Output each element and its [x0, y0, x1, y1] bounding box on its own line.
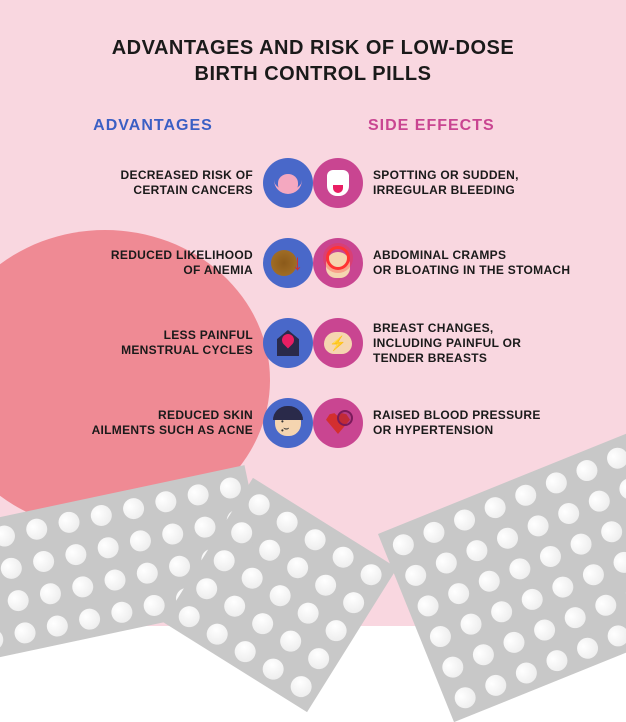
side-effects-item-text: SPOTTING OR SUDDEN,IRREGULAR BLEEDING [373, 168, 519, 198]
pill-cell [457, 531, 496, 570]
advantages-item: REDUCED SKINAILMENTS SUCH AS ACNE [33, 393, 313, 453]
pill-cell [445, 678, 484, 717]
pill-cell [524, 610, 563, 649]
columns-wrapper: ADVANTAGES DECREASED RISK OFCERTAIN CANC… [0, 117, 626, 473]
title-line-1: ADVANTAGES AND RISK OF LOW-DOSE [112, 37, 515, 59]
pill-cell [18, 511, 54, 547]
pill-cell [51, 504, 87, 540]
pill-cell [481, 592, 520, 631]
pill-cell [555, 598, 594, 637]
pill-cell [115, 490, 151, 526]
pill-cell [414, 513, 453, 552]
title-line-2: BIRTH CONTROL PILLS [195, 63, 432, 85]
pill-cell [506, 653, 545, 692]
side-effects-item: RAISED BLOOD PRESSUREOR HYPERTENSION [313, 393, 593, 453]
side-effects-item-text: BREAST CHANGES,INCLUDING PAINFUL ORTENDE… [373, 321, 521, 366]
pill-cell [129, 555, 165, 591]
pill-cell [476, 666, 515, 705]
side-effects-heading: SIDE EFFECTS [313, 117, 593, 135]
side-effects-column: SIDE EFFECTS SPOTTING OR SUDDEN,IRREGULA… [313, 117, 593, 473]
side-effects-item: BREAST CHANGES,INCLUDING PAINFUL ORTENDE… [313, 313, 593, 373]
pill-cell [518, 506, 557, 545]
breast-icon [313, 318, 363, 368]
advantages-item-text: REDUCED LIKELIHOODOF ANEMIA [111, 248, 253, 278]
uterus-icon [263, 158, 313, 208]
advantages-item: LESS PAINFULMENSTRUAL CYCLES [33, 313, 313, 373]
pill-cell [500, 549, 539, 588]
pill-cell [591, 512, 626, 551]
pill-cell [0, 582, 35, 618]
pill-cell [57, 536, 93, 572]
advantages-item-text: LESS PAINFULMENSTRUAL CYCLES [121, 328, 253, 358]
pill-cell [530, 537, 569, 576]
cramps-icon [313, 238, 363, 288]
pill-cell [579, 481, 618, 520]
anemia-icon [263, 238, 313, 288]
pill-cell [451, 604, 490, 643]
pill-cell [573, 555, 612, 594]
pill-cell [567, 628, 606, 667]
pill-cell [0, 622, 10, 658]
pill-cell [494, 623, 533, 662]
pill-cell [444, 500, 483, 539]
pill-cell [439, 574, 478, 613]
pill-cell [0, 550, 29, 586]
pad-icon [313, 158, 363, 208]
pill-cell [408, 586, 447, 625]
advantages-item-text: DECREASED RISK OFCERTAIN CANCERS [121, 168, 253, 198]
pill-cell [537, 641, 576, 680]
advantages-item-text: REDUCED SKINAILMENTS SUCH AS ACNE [92, 408, 253, 438]
advantages-item: DECREASED RISK OFCERTAIN CANCERS [33, 153, 313, 213]
pill-cell [433, 647, 472, 686]
heart-icon [313, 398, 363, 448]
pill-cell [396, 556, 435, 595]
pill-cell [180, 477, 216, 513]
pill-cell [543, 567, 582, 606]
pill-cell [97, 562, 133, 598]
pill-cell [7, 615, 43, 651]
pill-cell [154, 516, 190, 552]
pill-cell [469, 561, 508, 600]
pill-cell [383, 525, 422, 564]
pill-cell [487, 518, 526, 557]
pill-cell [475, 488, 514, 527]
advantages-item: REDUCED LIKELIHOODOF ANEMIA [33, 233, 313, 293]
pill-cell [426, 543, 465, 582]
advantages-heading: ADVANTAGES [33, 117, 313, 135]
pill-cell [549, 494, 588, 533]
side-effects-item-text: ABDOMINAL CRAMPSOR BLOATING IN THE STOMA… [373, 248, 570, 278]
pill-cell [506, 475, 545, 514]
pill-cell [561, 524, 600, 563]
pill-cell [420, 617, 459, 656]
pill-cell [104, 594, 140, 630]
pill-cell [25, 543, 61, 579]
pill-cell [90, 530, 126, 566]
pill-cell [0, 518, 22, 554]
pill-cell [83, 497, 119, 533]
side-effects-item-text: RAISED BLOOD PRESSUREOR HYPERTENSION [373, 408, 541, 438]
pill-cell [122, 523, 158, 559]
pill-cell [147, 484, 183, 520]
pill-cell [64, 569, 100, 605]
menstrual-icon [263, 318, 313, 368]
pill-cell [512, 580, 551, 619]
face-icon [263, 398, 313, 448]
side-effects-item: ABDOMINAL CRAMPSOR BLOATING IN THE STOMA… [313, 233, 593, 293]
advantages-column: ADVANTAGES DECREASED RISK OFCERTAIN CANC… [33, 117, 313, 473]
pill-cell [71, 601, 107, 637]
pill-cell [463, 635, 502, 674]
pill-cell [32, 576, 68, 612]
page-title: ADVANTAGES AND RISK OF LOW-DOSE BIRTH CO… [0, 0, 626, 87]
pill-cell [586, 586, 625, 625]
side-effects-item: SPOTTING OR SUDDEN,IRREGULAR BLEEDING [313, 153, 593, 213]
